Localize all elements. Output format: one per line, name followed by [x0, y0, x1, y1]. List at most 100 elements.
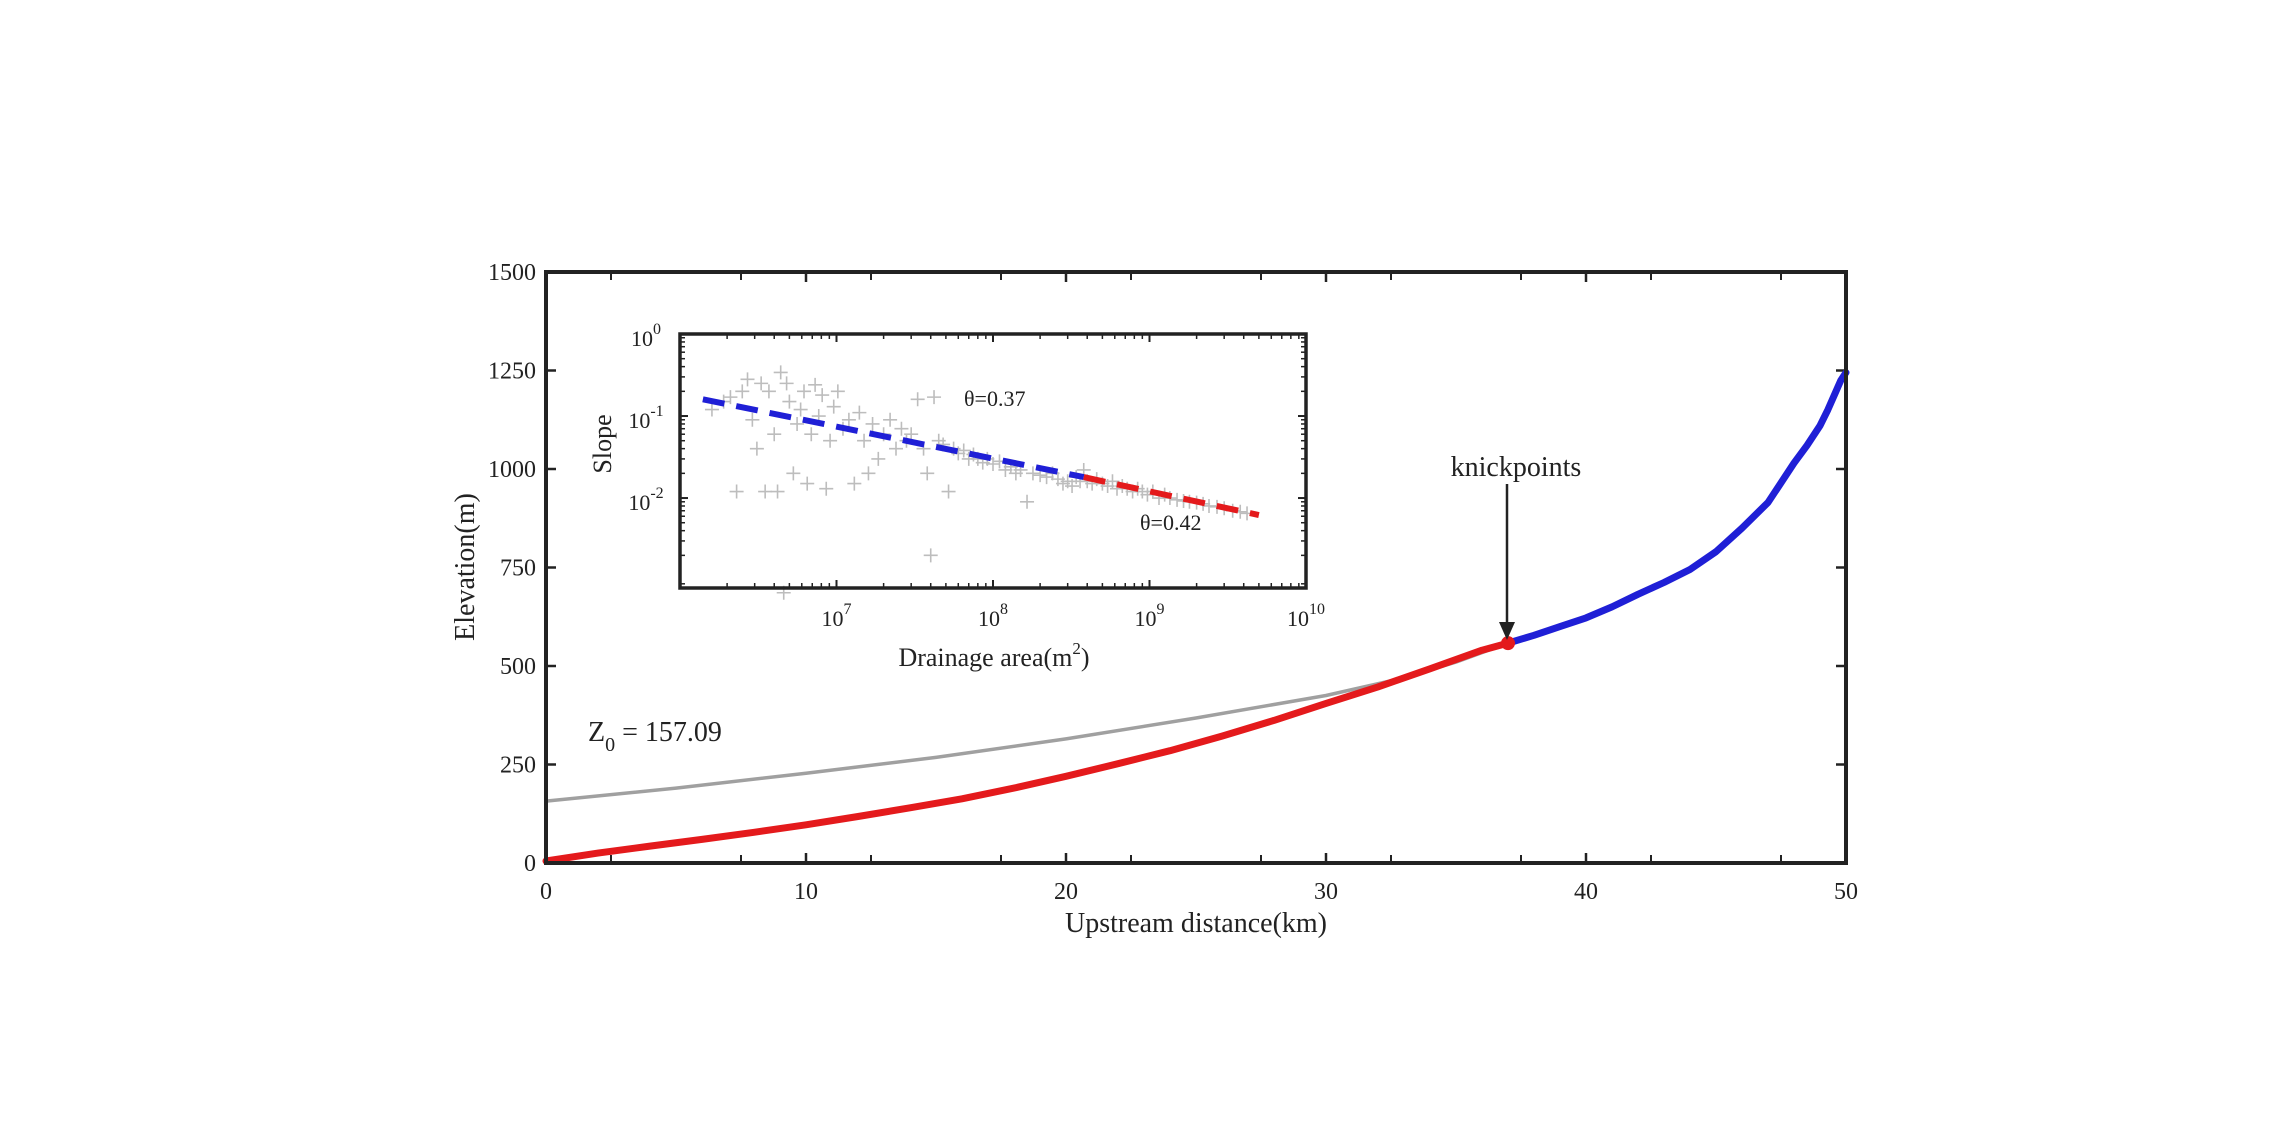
slope-area-point — [861, 466, 876, 481]
main-x-axis-title: Upstream distance(km) — [1065, 908, 1327, 939]
inset-x-tick-label: 1010 — [1287, 601, 1325, 631]
main-x-tick-label: 30 — [1314, 879, 1338, 905]
slope-area-point — [826, 399, 841, 414]
slope-area-point — [847, 476, 862, 491]
inset-x-tick-base: 10 — [1135, 606, 1157, 631]
main-y-tick-label: 1250 — [488, 359, 536, 385]
slope-area-point — [956, 443, 971, 458]
slope-area-point — [830, 384, 845, 399]
slope-area-point — [745, 412, 760, 427]
slope-area-point — [740, 372, 755, 387]
slope-area-point — [815, 388, 830, 403]
slope-area-point — [1105, 474, 1120, 489]
inset-y-tick-label: 100 — [631, 321, 661, 351]
inset-y-tick-exp: 0 — [653, 321, 661, 338]
inset-x-tick-exp: 8 — [1000, 601, 1008, 618]
slope-area-point — [786, 466, 801, 481]
inset-x-tick-exp: 7 — [844, 601, 852, 618]
slope-area-point — [1170, 492, 1185, 507]
knickpoint-marker — [1501, 636, 1515, 651]
slope-area-point — [808, 377, 823, 392]
inset-x-tick-label: 109 — [1135, 601, 1165, 631]
slope-area-point — [749, 441, 764, 456]
inset-y-tick-exp: -1 — [650, 403, 663, 420]
inset-x-axis-title-sup: 2 — [1072, 639, 1081, 658]
slope-area-point — [941, 484, 956, 499]
slope-area-point — [819, 481, 834, 496]
knickpoint-label: knickpoints — [1451, 452, 1582, 483]
inset-y-tick-base: 10 — [628, 408, 650, 433]
slope-area-point — [857, 433, 872, 448]
slope-area-point — [758, 484, 773, 499]
slope-area-point — [797, 384, 812, 399]
slope-area-point — [782, 394, 797, 409]
slope-area-point — [871, 451, 886, 466]
slope-area-point — [923, 548, 938, 563]
slope-area-point — [729, 484, 744, 499]
inset-y-tick-label: 10-1 — [628, 403, 663, 433]
inset-y-axis-title: Slope — [588, 414, 617, 473]
z0-value: = 157.09 — [615, 717, 722, 748]
inset-y-tick-base: 10 — [631, 326, 653, 351]
knickpoint-arrowhead — [1499, 622, 1515, 640]
inset-x-axis-title: Drainage area(m2) — [898, 639, 1089, 672]
inset-x-tick-base: 10 — [978, 606, 1000, 631]
inset-x-tick-label: 108 — [978, 601, 1008, 631]
inset-x-tick-base: 10 — [822, 606, 844, 631]
slope-area-point — [841, 412, 856, 427]
inset-x-tick-label: 107 — [822, 601, 852, 631]
upper-reach-fit-line — [702, 396, 1085, 481]
slope-area-point — [761, 384, 776, 399]
main-x-tick-label: 50 — [1834, 879, 1858, 905]
main-y-tick-label: 500 — [500, 654, 536, 680]
slope-area-point — [800, 476, 815, 491]
slope-area-point — [883, 412, 898, 427]
main-x-tick-label: 40 — [1574, 879, 1598, 905]
slope-area-point — [790, 416, 805, 431]
slope-area-point — [770, 484, 785, 499]
z0-annotation: Z0 = 157.09 — [588, 717, 722, 756]
inset-x-tick-base: 10 — [1287, 606, 1309, 631]
slope-area-point — [920, 466, 935, 481]
slope-area-point — [1065, 479, 1080, 494]
slope-area-point — [927, 390, 942, 405]
slope-area-point — [910, 392, 925, 407]
slope-area-point — [723, 390, 738, 405]
lower-reach-fit-line — [1083, 474, 1260, 518]
slope-area-point — [986, 457, 1000, 471]
channel-profile-lower-line — [542, 639, 1512, 865]
slope-area-point — [767, 427, 782, 442]
inset-x-axis-title-main: Drainage area(m — [898, 643, 1072, 672]
slope-area-point — [823, 433, 838, 448]
inset-x-tick-exp: 10 — [1309, 601, 1325, 618]
main-y-tick-label: 1500 — [488, 260, 536, 286]
slope-area-point — [894, 421, 909, 436]
slope-area-point — [735, 384, 750, 399]
slope-area-point — [779, 376, 794, 391]
slope-area-point — [852, 405, 867, 420]
main-x-tick-label: 20 — [1054, 879, 1078, 905]
slope-area-point — [865, 416, 880, 431]
main-x-tick-label: 0 — [540, 879, 552, 905]
main-y-tick-label: 250 — [500, 753, 536, 779]
inset-x-axis-title-end: ) — [1081, 643, 1090, 672]
inset-x-tick-exp: 9 — [1157, 601, 1165, 618]
inset-y-tick-exp: -2 — [650, 485, 663, 502]
slope-area-point — [704, 402, 719, 417]
slope-area-point — [793, 402, 808, 417]
theta-lower-label: θ=0.42 — [1140, 510, 1201, 535]
channel-profile-upper-line — [1504, 369, 1850, 647]
slope-area-point — [754, 376, 769, 391]
main-plot-frame — [544, 270, 1848, 865]
main-y-tick-label: 0 — [524, 851, 536, 877]
slope-area-point — [889, 441, 904, 456]
main-y-axis-title: Elevation(m) — [450, 493, 481, 641]
main-y-tick-label: 750 — [500, 556, 536, 582]
z0-subscript: 0 — [605, 734, 615, 756]
main-x-tick-label: 10 — [794, 879, 818, 905]
inset-plot-frame — [678, 332, 1308, 590]
slope-area-point — [1025, 466, 1040, 481]
